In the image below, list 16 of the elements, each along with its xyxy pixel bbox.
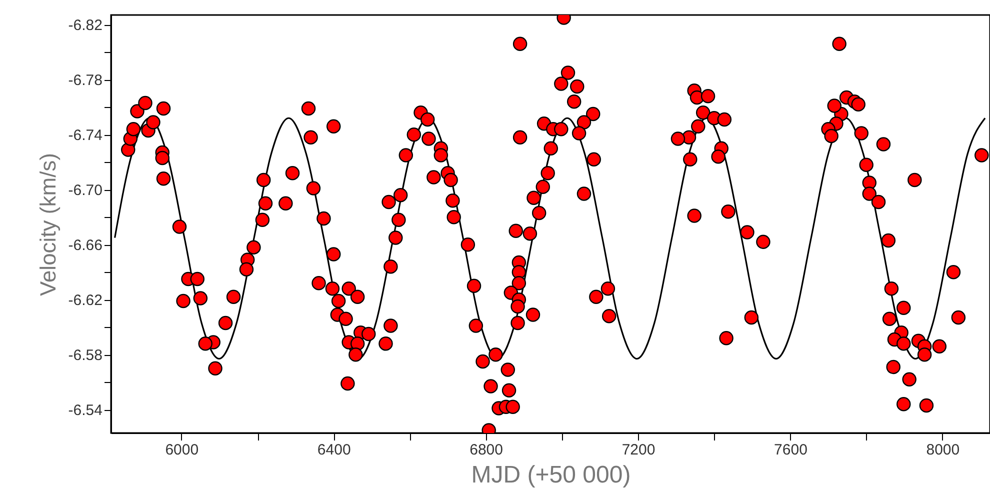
y-tick-label: -6.66	[68, 237, 102, 254]
y-tick-label: -6.82	[68, 17, 102, 34]
y-tick-label: -6.54	[68, 402, 102, 420]
y-tick-label: -6.70	[68, 182, 102, 200]
y-tick-label: -6.78	[68, 72, 102, 90]
x-tick-label: 8000	[926, 442, 960, 458]
x-tick-label: 7200	[622, 442, 656, 458]
x-axis-title: MJD (+50 000)	[471, 462, 631, 488]
x-tick-label: 7600	[774, 442, 808, 458]
y-tick-label: -6.58	[68, 347, 102, 364]
x-tick-label: 6400	[317, 442, 351, 458]
x-tick-label: 6800	[470, 442, 503, 458]
y-tick-label: -6.62	[68, 292, 102, 310]
x-tick-label: 6000	[165, 442, 199, 458]
y-axis-title: Velocity (km/s)	[35, 152, 60, 296]
y-tick-label: -6.74	[68, 127, 102, 144]
